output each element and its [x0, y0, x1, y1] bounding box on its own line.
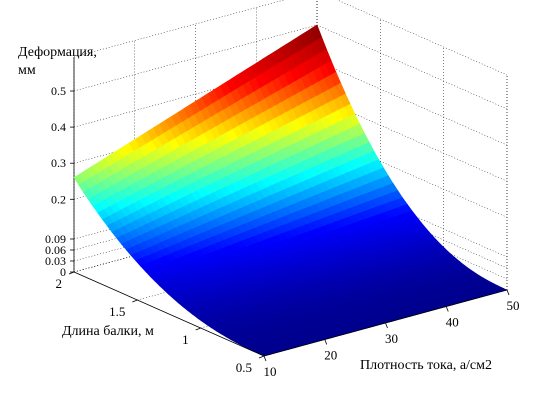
x-tick-label: 50 — [507, 298, 520, 313]
surface-mesh — [73, 24, 508, 357]
grid-line-top-right — [336, 0, 508, 76]
x-tick-label: 20 — [324, 348, 337, 363]
x-tick-mark — [506, 289, 510, 296]
y-axis-label: Длина балки, м — [62, 324, 154, 339]
axis-ticks: 10203040500.511.5200.030.060.090.20.30.4… — [45, 84, 520, 379]
z-tick-label: 0.06 — [45, 243, 66, 257]
y-tick-label: 2 — [56, 276, 63, 291]
x-tick-mark — [385, 322, 388, 329]
z-tick-label: 0.09 — [45, 232, 66, 246]
z-tick-label: 0.4 — [51, 120, 66, 134]
x-tick-mark — [445, 306, 449, 312]
axes-grid — [73, 0, 508, 357]
x-axis-label: Плотность тока, а/см2 — [360, 358, 492, 373]
z-tick-label: 0.03 — [45, 254, 66, 268]
y-tick-mark — [258, 355, 265, 359]
z-tick-label: 0.5 — [51, 84, 66, 98]
z-axis-label-line1: Деформация, — [18, 45, 97, 60]
z-tick-label: 0 — [60, 265, 66, 279]
y-tick-mark — [132, 299, 138, 303]
z-tick-label: 0.3 — [51, 156, 66, 170]
y-tick-label: 1 — [182, 332, 189, 347]
x-tick-label: 40 — [446, 315, 459, 330]
x-tick-mark — [263, 355, 267, 362]
y-tick-label: 0.5 — [236, 360, 252, 375]
y-tick-mark — [195, 327, 201, 331]
z-axis-label-line2: мм — [18, 63, 36, 78]
z-tick-label: 0.2 — [51, 192, 66, 206]
x-tick-label: 30 — [385, 331, 398, 346]
x-tick-mark — [324, 339, 328, 345]
y-tick-label: 1.5 — [109, 304, 125, 319]
x-tick-label: 10 — [264, 364, 277, 379]
y-axis-line — [73, 271, 265, 357]
